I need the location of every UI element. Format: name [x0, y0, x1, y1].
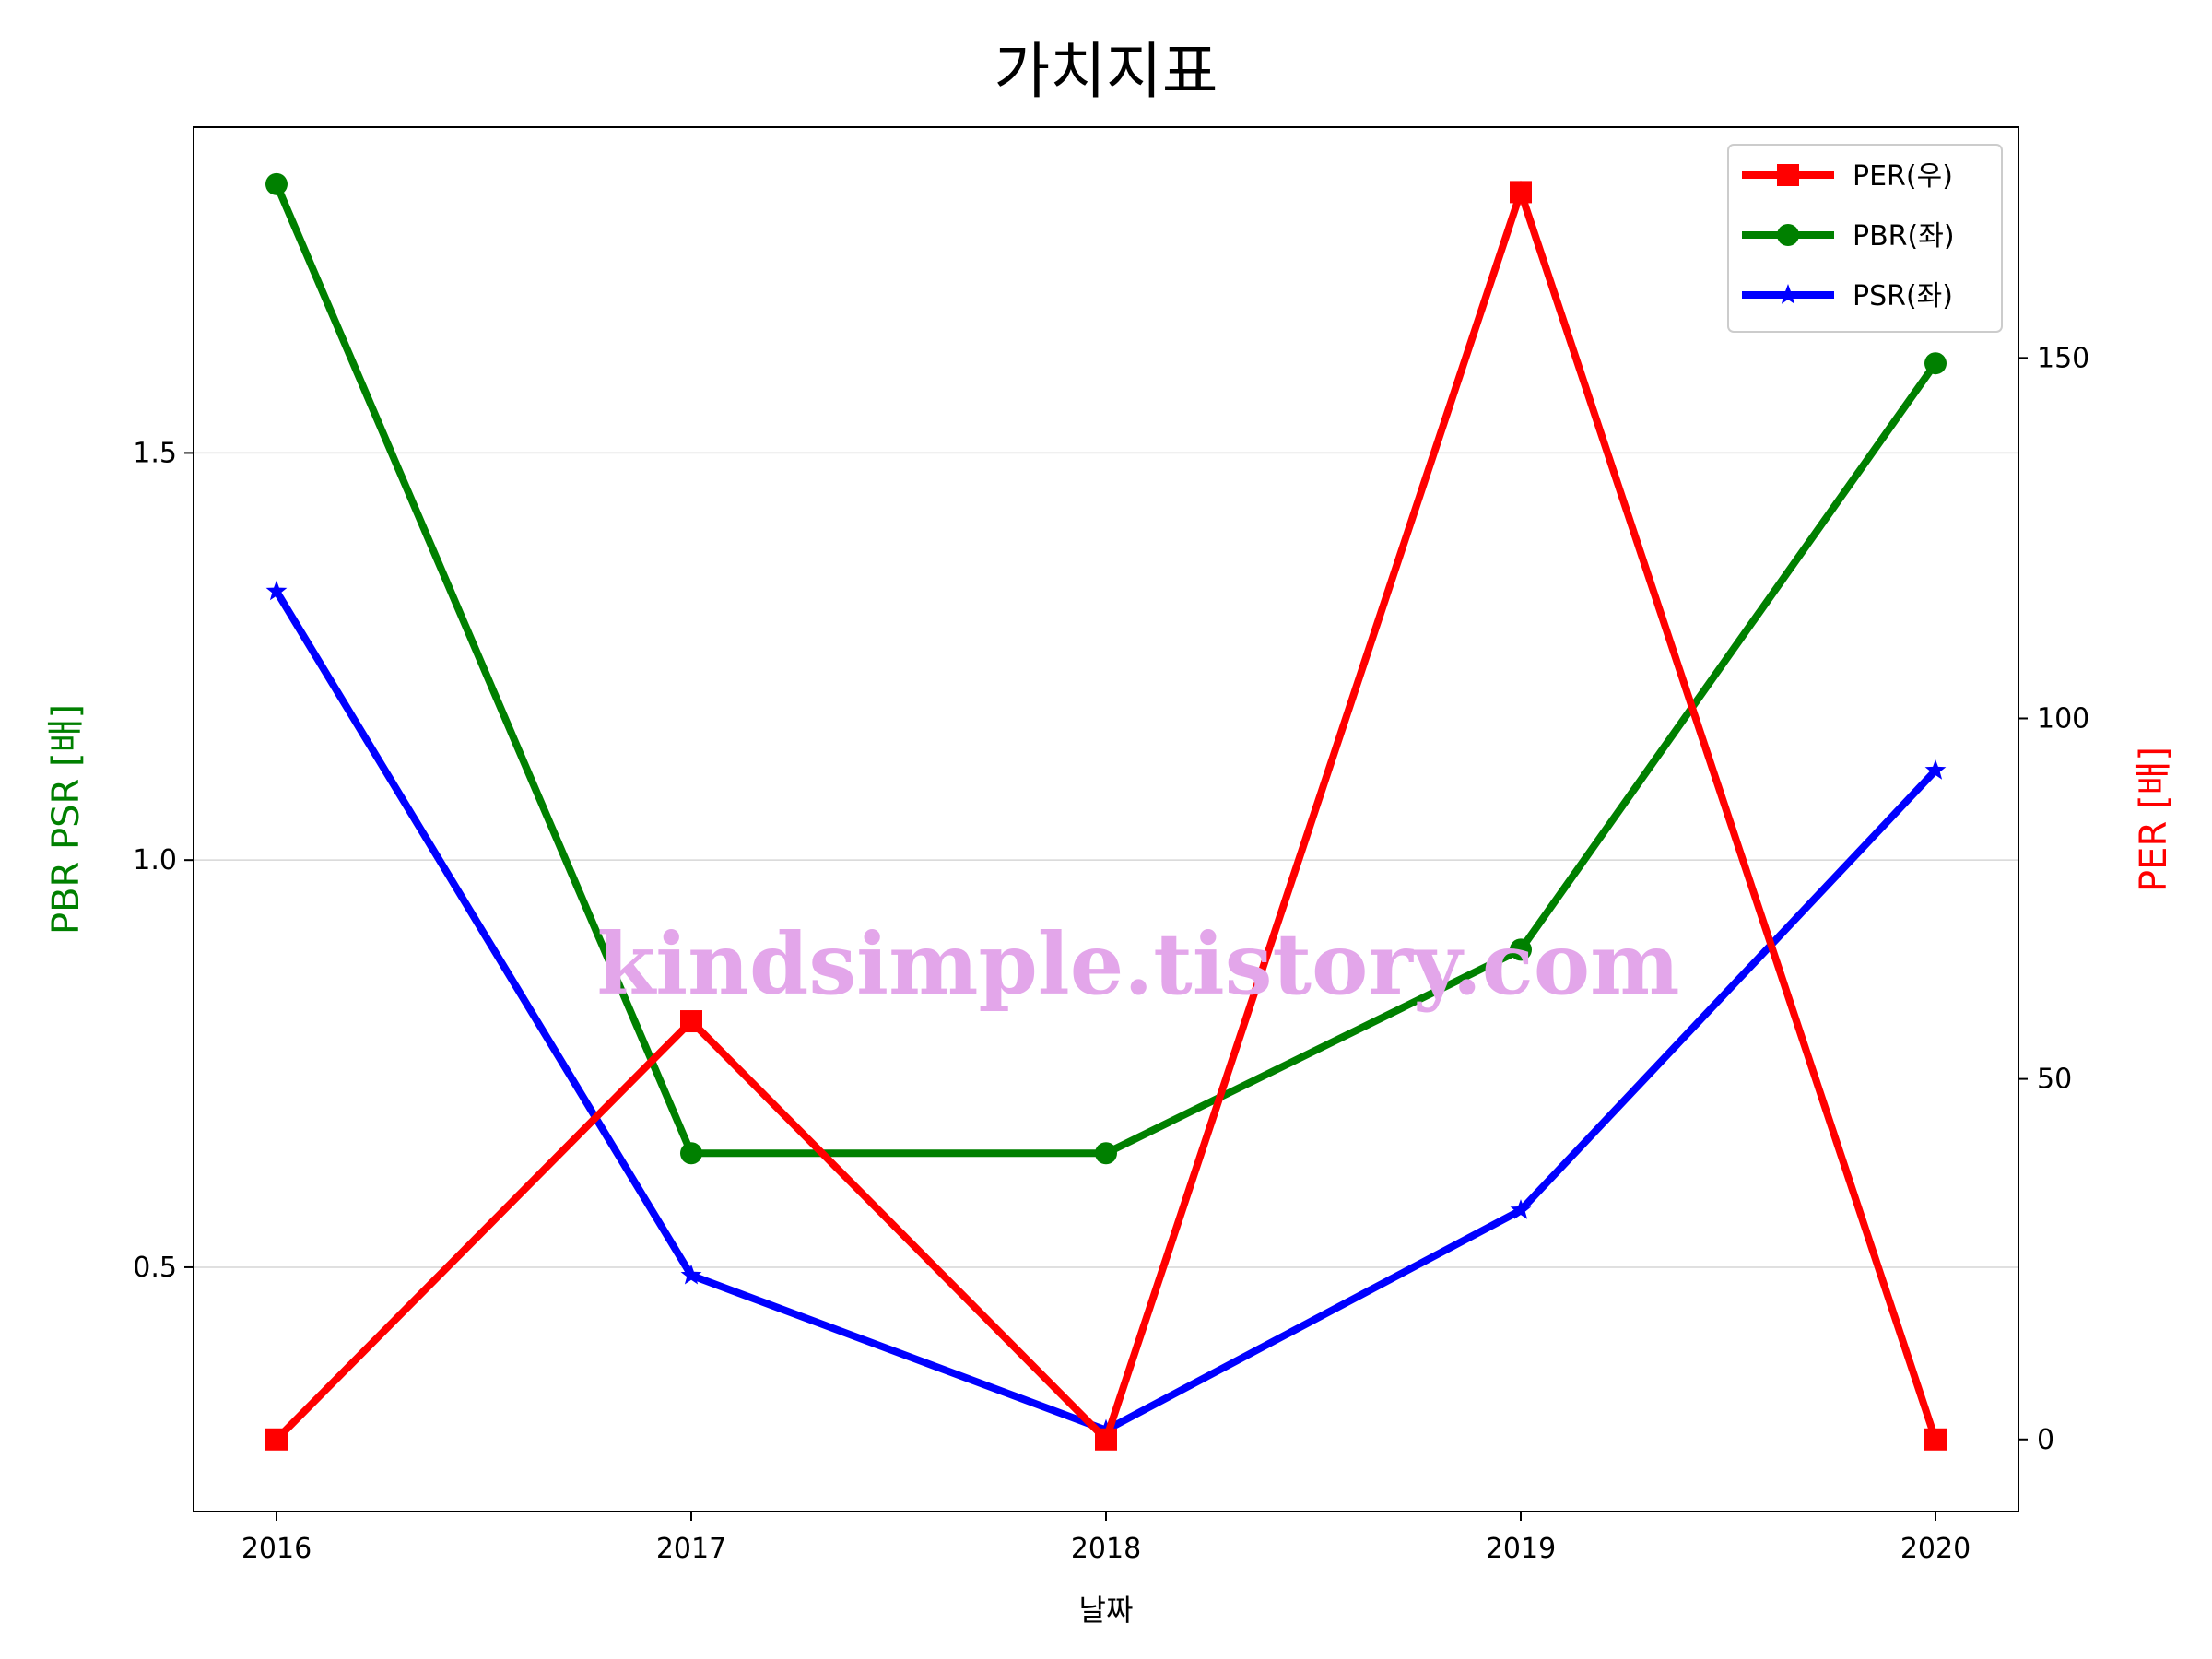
data-point-pbr: [1095, 1142, 1117, 1165]
y-right-tick-label: 150: [2037, 342, 2089, 374]
y-right-tick-label: 0: [2037, 1424, 2054, 1456]
data-point-pbr: [1510, 938, 1532, 961]
x-tick-label: 2017: [656, 1533, 726, 1565]
legend-marker: [1777, 284, 1799, 304]
y-right-tick-label: 50: [2037, 1064, 2072, 1096]
data-point-psr: [265, 580, 288, 601]
x-axis-label: 날짜: [1079, 1593, 1134, 1628]
legend-marker: [1777, 224, 1799, 246]
legend-item-per: PER(우): [1742, 160, 1953, 193]
legend-label: PBR(좌): [1853, 220, 1955, 253]
data-point-per: [265, 1428, 288, 1451]
watermark: kindsimple.tistory.com: [596, 914, 1679, 1014]
y-axis-right-label: PER [배]: [2133, 747, 2175, 892]
y-right-tick-label: 100: [2037, 702, 2089, 735]
data-point-per: [680, 1010, 702, 1033]
legend: PER(우) PBR(좌) PSR(좌): [1727, 144, 2003, 333]
data-point-per: [1095, 1428, 1117, 1451]
gridlines: [194, 452, 2018, 1268]
data-point-pbr: [1924, 352, 1947, 375]
data-point-per: [1924, 1428, 1947, 1451]
legend-box: [1727, 144, 2003, 333]
x-tick-label: 2016: [241, 1533, 312, 1565]
x-tick-label: 2019: [1486, 1533, 1556, 1565]
series-per: [265, 180, 1947, 1451]
y-axis-left-label: PBR PSR [배]: [45, 704, 88, 935]
data-point-psr: [1924, 759, 1947, 780]
y-left-tick-label: 1.0: [133, 844, 177, 877]
series-pbr: [265, 172, 1947, 1165]
y-left-tick-label: 1.5: [133, 437, 177, 469]
legend-item-pbr: PBR(좌): [1742, 220, 1955, 253]
y-left-tick-label: 0.5: [133, 1252, 177, 1284]
axes: 0.5 1.0 1.5 0 50 100 150 2016 2017 2018 2019 2020: [133, 342, 2089, 1565]
data-point-pbr: [680, 1142, 702, 1165]
series-layer: [265, 172, 1947, 1451]
chart-title: 가치지표: [994, 36, 1218, 107]
x-tick-label: 2020: [1900, 1533, 1971, 1565]
data-point-per: [1510, 181, 1532, 204]
legend-item-psr: PSR(좌): [1742, 280, 1953, 312]
legend-label: PER(우): [1853, 160, 1953, 193]
data-point-pbr: [265, 172, 288, 195]
legend-label: PSR(좌): [1853, 280, 1953, 312]
x-tick-label: 2018: [1071, 1533, 1141, 1565]
data-point-psr: [1510, 1199, 1532, 1219]
legend-marker: [1777, 164, 1799, 186]
data-point-psr: [680, 1264, 702, 1285]
